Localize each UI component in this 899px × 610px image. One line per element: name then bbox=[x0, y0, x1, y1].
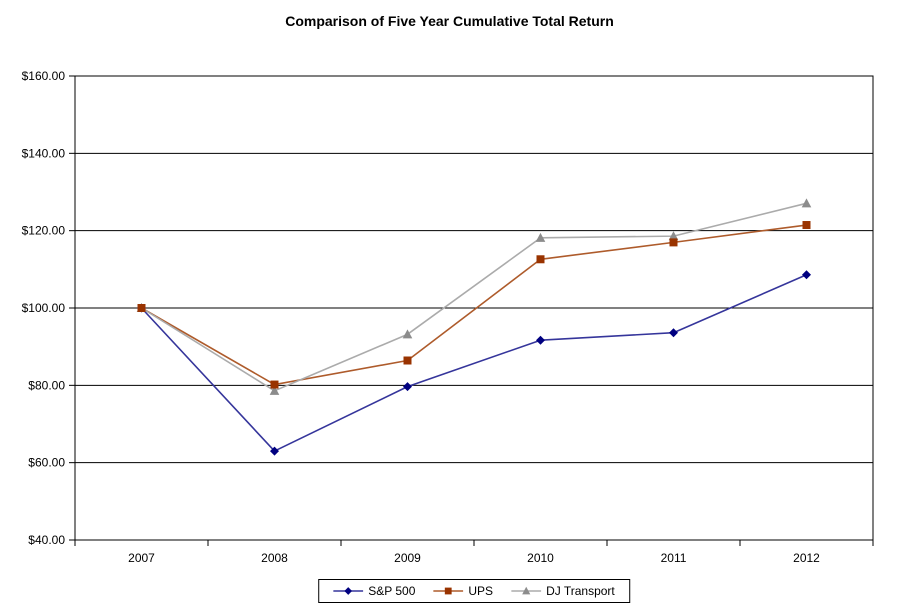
series-path bbox=[141, 224, 807, 386]
y-axis-label: $140.00 bbox=[22, 146, 66, 160]
legend-item-dj-transport: DJ Transport bbox=[511, 584, 615, 598]
x-axis: 2007 2008 2009 2010 2011 2012 bbox=[74, 540, 874, 565]
triangle-marker bbox=[402, 329, 413, 339]
chart-title: Comparison of Five Year Cumulative Total… bbox=[285, 13, 614, 29]
legend-item-ups: UPS bbox=[433, 584, 493, 598]
square-marker bbox=[137, 304, 146, 312]
diamond-marker bbox=[669, 328, 678, 338]
triangle-marker bbox=[668, 231, 679, 241]
legend-label: UPS bbox=[468, 584, 494, 598]
x-axis-label: 2011 bbox=[661, 551, 687, 565]
square-marker bbox=[536, 255, 545, 264]
square-marker bbox=[270, 380, 279, 389]
x-axis-label: 2012 bbox=[793, 551, 820, 565]
y-axis-label: $80.00 bbox=[28, 378, 65, 392]
triangle-marker bbox=[269, 385, 280, 395]
legend-label: DJ Transport bbox=[546, 584, 615, 598]
triangle-marker bbox=[535, 232, 546, 242]
dj-transport-legend-marker-icon bbox=[511, 586, 542, 595]
diamond-marker bbox=[344, 587, 353, 595]
series-line-dj-transport bbox=[141, 202, 807, 392]
x-axis-label: 2010 bbox=[527, 551, 554, 565]
ups-legend-marker-icon bbox=[433, 587, 464, 595]
x-axis-label: 2009 bbox=[394, 551, 421, 565]
x-axis-label: 2007 bbox=[128, 551, 155, 565]
diamond-marker bbox=[802, 270, 811, 280]
diamond-marker bbox=[270, 446, 279, 456]
series-path bbox=[141, 202, 807, 392]
legend-label: S&P 500 bbox=[368, 584, 416, 598]
y-axis-label: $40.00 bbox=[28, 533, 65, 547]
series-markers-ups bbox=[137, 221, 811, 389]
s-p-500-legend-marker-icon bbox=[333, 587, 364, 595]
y-axis-label: $120.00 bbox=[22, 224, 66, 238]
y-axis-label: $160.00 bbox=[22, 69, 66, 83]
legend-item-s-p-500: S&P 500 bbox=[333, 584, 415, 598]
diamond-marker bbox=[536, 335, 545, 345]
series-line-s-p-500 bbox=[140, 274, 807, 452]
series-line-ups bbox=[141, 224, 807, 386]
square-marker bbox=[669, 238, 678, 247]
square-marker bbox=[802, 221, 811, 230]
legend: S&P 500 UPS DJ Transport bbox=[318, 579, 630, 603]
y-axis-label: $60.00 bbox=[28, 456, 65, 470]
y-axis-label: $100.00 bbox=[22, 301, 66, 315]
square-marker bbox=[444, 587, 452, 595]
gridlines bbox=[75, 75, 873, 541]
square-marker bbox=[403, 356, 412, 365]
triangle-marker bbox=[801, 198, 812, 208]
series-markers-dj-transport bbox=[136, 198, 812, 395]
series-path bbox=[140, 274, 807, 452]
diamond-marker bbox=[403, 382, 412, 392]
x-axis-label: 2008 bbox=[261, 551, 288, 565]
y-axis: $40.00 $60.00 $80.00 $100.00 $120.00 $140.00 $… bbox=[22, 69, 75, 547]
triangle-marker bbox=[521, 586, 531, 595]
